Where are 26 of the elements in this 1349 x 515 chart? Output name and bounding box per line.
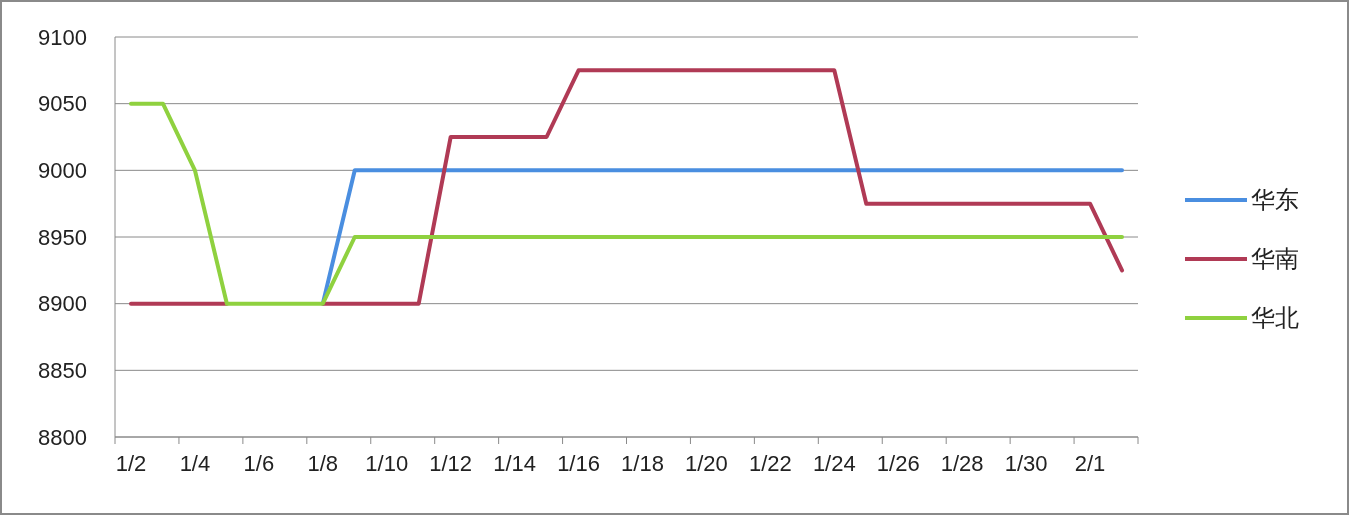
x-tick-label: 1/12 <box>429 451 473 476</box>
y-tick-label: 9100 <box>38 24 87 50</box>
x-tick-label: 1/30 <box>1004 451 1048 476</box>
x-tick-label: 1/2 <box>115 451 147 476</box>
x-tick-label: 1/26 <box>876 451 920 476</box>
x-tick-label: 1/28 <box>940 451 984 476</box>
x-tick-label: 1/6 <box>243 451 275 476</box>
x-tick-label: 1/14 <box>493 451 537 476</box>
x-tick-label: 1/20 <box>685 451 728 476</box>
x-tick-label: 1/8 <box>307 451 339 476</box>
y-tick-label: 8850 <box>38 358 87 384</box>
legend-label: 华南 <box>1251 245 1299 273</box>
x-tick-label: 1/16 <box>557 451 600 476</box>
legend-label: 华东 <box>1251 186 1299 214</box>
x-tick-label: 1/24 <box>812 451 856 476</box>
x-tick-label: 1/10 <box>365 451 409 476</box>
y-tick-label: 8900 <box>38 291 87 317</box>
x-tick-label: 1/18 <box>621 451 664 476</box>
x-tick-label: 2/1 <box>1074 451 1106 476</box>
x-tick-label: 1/4 <box>179 451 211 476</box>
y-tick-label: 8800 <box>38 424 87 450</box>
legend-label: 华北 <box>1251 304 1299 332</box>
y-tick-label: 9050 <box>38 91 87 117</box>
x-tick-label: 1/22 <box>748 451 792 476</box>
y-tick-label: 8950 <box>38 224 87 250</box>
y-tick-label: 9000 <box>38 158 87 184</box>
